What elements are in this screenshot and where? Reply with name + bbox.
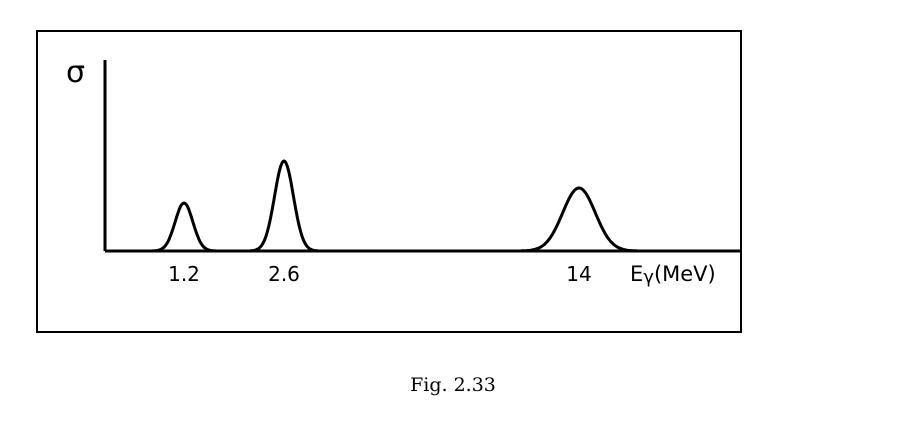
figure-frame bbox=[36, 30, 742, 333]
x-axis-label-unit: (MeV) bbox=[654, 262, 716, 286]
y-axis-label: σ bbox=[66, 55, 85, 90]
x-tick-label-2: 2.6 bbox=[268, 262, 300, 286]
peak-curve-3 bbox=[520, 186, 638, 253]
x-tick-label-1: 1.2 bbox=[168, 262, 200, 286]
peak-curve-2 bbox=[250, 159, 318, 253]
figure-caption: Fig. 2.33 bbox=[410, 374, 496, 396]
x-axis-label-sub: γ bbox=[643, 267, 654, 288]
x-axis-label-main: E bbox=[630, 262, 643, 286]
x-tick-labels: 1.2 2.6 14 bbox=[168, 262, 592, 286]
peak-curves bbox=[152, 159, 638, 253]
x-axis-label: Eγ(MeV) bbox=[630, 262, 716, 288]
peak-curve-1 bbox=[152, 201, 216, 253]
x-tick-label-3: 14 bbox=[566, 262, 591, 286]
